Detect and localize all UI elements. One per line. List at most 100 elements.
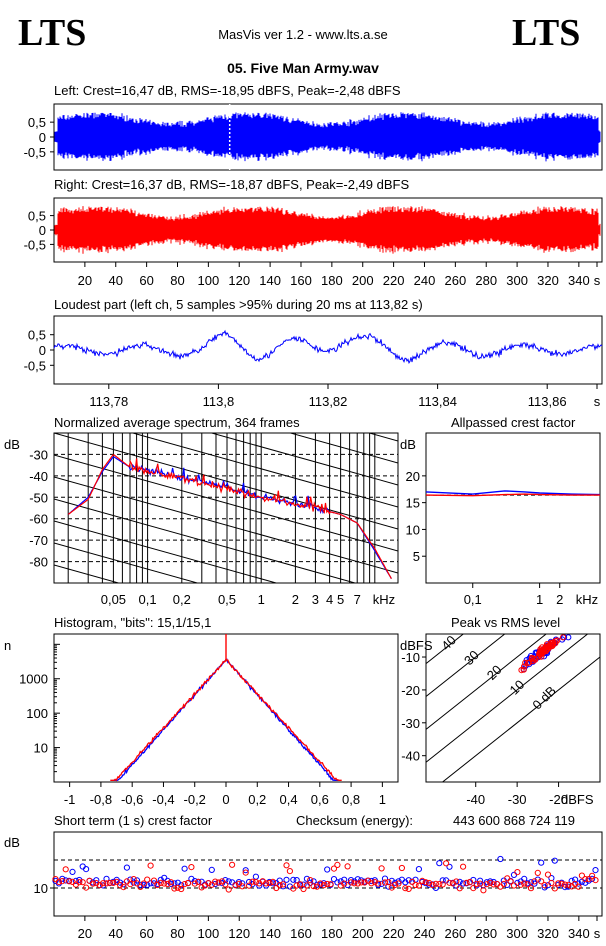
short-crest-point-R	[422, 879, 429, 886]
short-crest-point-R	[510, 882, 518, 889]
short-crest-point-R	[412, 881, 419, 889]
short-crest-point-R	[184, 879, 192, 887]
short-crest-point-R	[310, 883, 317, 890]
peak-rms-point-R	[543, 647, 550, 655]
short-crest-point-R	[426, 879, 433, 887]
short-crest-point-R	[59, 878, 66, 885]
short-crest-point-L	[531, 880, 538, 887]
crest-diagonal	[426, 634, 465, 665]
short-crest-point-R	[327, 881, 334, 888]
short-crest-point-L	[347, 877, 355, 884]
short-crest-point-L	[208, 866, 215, 874]
xtick-label: 3	[312, 592, 319, 607]
short-crest-point-R	[283, 862, 290, 869]
crest-diagonal	[426, 634, 589, 763]
short-crest-point-L	[157, 876, 164, 883]
short-crest-point-R	[66, 878, 73, 885]
short-crest-point-R	[344, 863, 351, 870]
xtick-label: 0,4	[280, 792, 298, 807]
short-crest-point-L	[191, 878, 198, 885]
ytick-label: -0,5	[24, 145, 46, 160]
xtick-label: 1	[379, 792, 386, 807]
short-crest-point-R	[500, 880, 507, 888]
short-crest-point-L	[551, 857, 558, 864]
short-crest-point-R	[188, 864, 195, 871]
xtick-label: 260	[445, 273, 467, 288]
short-crest-point-R	[378, 865, 385, 872]
spectrum-slope	[54, 279, 398, 375]
short-crest-point-L	[572, 876, 579, 883]
short-crest-point-L	[225, 878, 232, 885]
xtick-label: 7	[354, 592, 361, 607]
xtick-label: 140	[259, 273, 281, 288]
short-crest-point-R	[449, 880, 456, 887]
xtick-label: 140	[259, 926, 281, 941]
left-channel-title: Left: Crest=16,47 dB, RMS=-18,95 dBFS, P…	[54, 83, 401, 98]
loudest-part-title: Loudest part (left ch, 5 samples >95% du…	[54, 297, 423, 312]
short-crest-point-L	[371, 877, 378, 884]
waveform-left	[54, 112, 601, 162]
short-crest-point-R	[297, 881, 304, 888]
short-crest-point-R	[242, 869, 249, 876]
logo-right: LTS	[512, 12, 580, 54]
spectrum-frame	[53, 432, 399, 584]
short-crest-point-R	[538, 878, 545, 885]
short-crest-point-L	[83, 866, 90, 873]
short-crest-point-R	[470, 885, 477, 892]
ytick-label: 10	[406, 522, 420, 537]
short-crest-point-R	[246, 882, 253, 889]
short-crest-point-R	[358, 879, 365, 886]
short-crest-point-R	[521, 880, 528, 887]
short-crest-point-L	[324, 866, 331, 873]
spectrum-slope	[54, 476, 398, 574]
short-crest-point-R	[385, 879, 392, 886]
checksum-value: 443 600 868 724 119	[453, 813, 575, 828]
short-crest-point-R	[395, 880, 402, 887]
short-crest-point-R	[398, 864, 405, 872]
short-crest-point-R	[517, 881, 524, 888]
short-crest-point-L	[592, 867, 599, 874]
short-crest-point-R	[592, 877, 599, 884]
short-crest-point-L	[283, 876, 290, 883]
logo-left: LTS	[18, 12, 86, 54]
short-crest-point-L	[460, 880, 467, 887]
xtick-label: 4	[326, 592, 333, 607]
short-crest-point-R	[191, 880, 198, 887]
short-crest-point-L	[504, 881, 511, 889]
short-crest-point-R	[249, 878, 256, 885]
short-crest-point-R	[463, 879, 470, 887]
short-crest-point-R	[429, 881, 436, 889]
short-crest-point-R	[317, 880, 324, 887]
short-crest-point-L	[538, 859, 545, 866]
xtick-label: 2	[292, 592, 299, 607]
spectrum-slope	[54, 542, 200, 583]
xtick-label: 340	[568, 273, 590, 288]
xtick-label: 113,82	[309, 394, 348, 409]
xtick-label: 1	[258, 592, 265, 607]
short-crest-point-R	[161, 880, 168, 887]
short-crest-point-L	[150, 880, 158, 887]
spectrum-ylabel: dB	[4, 437, 20, 452]
short-crest-point-R	[117, 882, 124, 889]
short-crest-point-R	[120, 884, 127, 891]
short-crest-point-L	[222, 877, 229, 884]
ytick-label: -30	[401, 716, 420, 731]
short-crest-point-L	[436, 860, 443, 867]
short-crest-point-R	[381, 879, 389, 886]
xtick-label: -0,2	[184, 792, 206, 807]
short-crest-point-L	[235, 879, 242, 886]
ytick-label: 0,5	[28, 328, 46, 343]
peak-rms-point-R	[538, 644, 546, 651]
short-crest-point-R	[324, 880, 331, 888]
crest-diagonal-label: 10	[507, 677, 528, 698]
short-crest-point-R	[524, 881, 531, 888]
peak-rms-point-R	[525, 660, 532, 667]
short-crest-point-L	[432, 884, 439, 892]
short-crest-point-R	[198, 884, 205, 891]
xtick-label: 180	[321, 926, 343, 941]
spectrum-slope	[209, 433, 398, 486]
short-crest-point-R	[79, 879, 86, 886]
crest-diagonal-label: 30	[461, 647, 482, 668]
xtick-label: 2	[556, 592, 563, 607]
short-crest-point-R	[409, 878, 416, 885]
